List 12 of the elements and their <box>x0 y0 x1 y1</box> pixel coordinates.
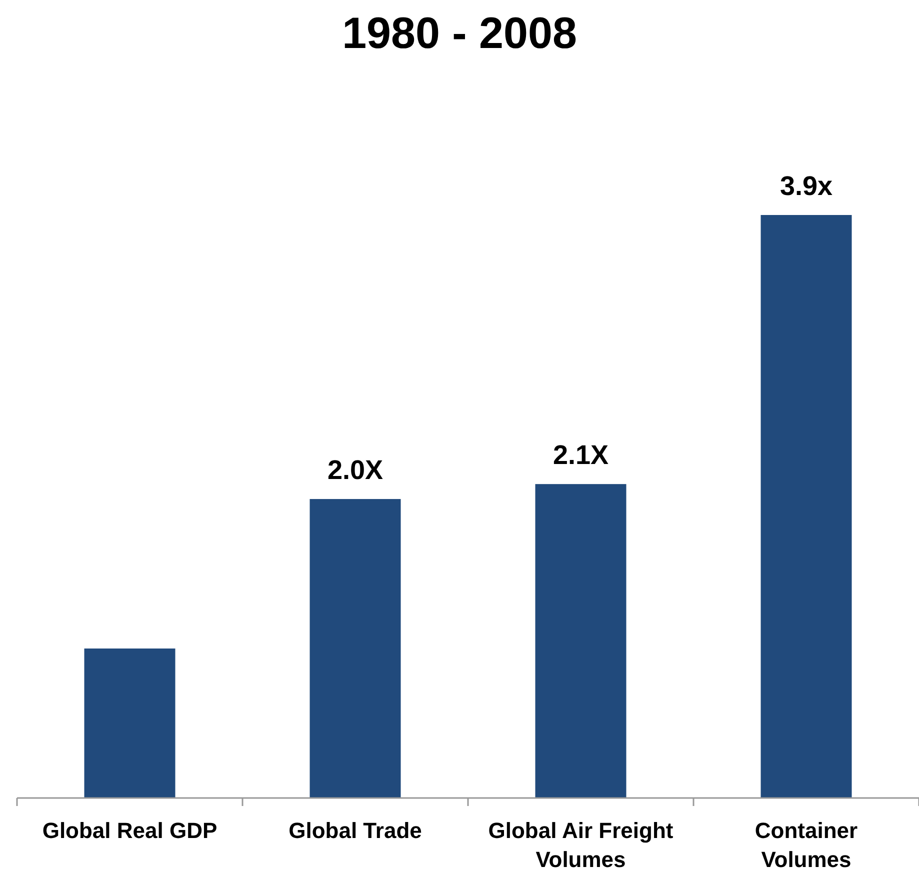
bar <box>84 648 176 798</box>
chart-title: 1980 - 2008 <box>342 9 577 58</box>
bar <box>310 499 401 798</box>
data-label: 2.1X <box>552 440 609 470</box>
bar <box>535 484 626 798</box>
bar <box>760 215 852 798</box>
data-label: 2.0X <box>327 455 384 486</box>
data-label: 3.9x <box>780 171 833 201</box>
x-tick-label: Global Real GDP <box>42 818 218 843</box>
x-tick-label: Global Air Freight Volumes <box>488 818 674 872</box>
x-tick-label: Container Volumes <box>754 818 858 872</box>
x-tick-label: Global Trade <box>288 818 422 843</box>
